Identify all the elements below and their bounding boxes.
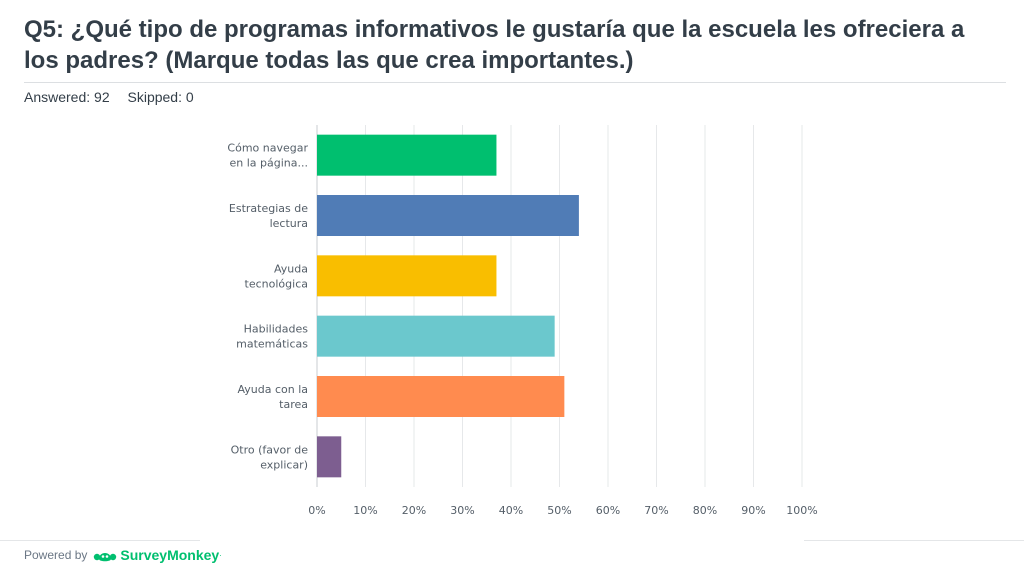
category-label: matemáticas (236, 338, 308, 351)
footer-divider-left (0, 540, 200, 541)
x-tick-label: 0% (308, 504, 325, 517)
chart-bars (317, 134, 579, 478)
chart-gridlines (316, 125, 803, 487)
surveymonkey-logo[interactable]: SurveyMonkey · (93, 547, 222, 563)
bar[interactable] (317, 315, 555, 357)
x-tick-label: 70% (644, 504, 668, 517)
category-label: explicar) (260, 458, 308, 471)
x-tick-label: 10% (353, 504, 377, 517)
category-label: Cómo navegar (227, 142, 308, 155)
x-tick-label: 50% (547, 504, 571, 517)
footer-divider-right (804, 540, 1024, 541)
x-tick-label: 90% (741, 504, 765, 517)
bar[interactable] (317, 436, 342, 478)
x-tick-label: 20% (402, 504, 426, 517)
question-title: Q5: ¿Qué tipo de programas informativos … (24, 16, 965, 74)
bar-chart: Cómo navegar en la página... Estrategias d… (227, 125, 818, 517)
x-tick-label: 30% (450, 504, 474, 517)
x-tick-label: 80% (693, 504, 717, 517)
answered-count: Answered: 92 (24, 89, 110, 105)
x-tick-labels: 0% 10% 20% 30% 40% 50% 60% 70% 80% 90% 100% (308, 504, 817, 517)
title-divider (24, 82, 1006, 83)
bar[interactable] (317, 376, 565, 417)
surveymonkey-icon (94, 553, 117, 562)
category-label: Estrategias de (229, 202, 308, 215)
category-label: Ayuda (274, 262, 308, 275)
bar[interactable] (317, 134, 497, 176)
category-label: Otro (favor de (231, 443, 309, 456)
x-tick-label: 100% (786, 504, 817, 517)
surveymonkey-wordmark: SurveyMonkey (120, 547, 220, 563)
category-label: Habilidades (244, 323, 309, 336)
category-label: tecnológica (245, 277, 308, 290)
category-label: Ayuda con la (237, 383, 308, 396)
skipped-count: Skipped: 0 (127, 89, 194, 105)
category-label: en la página... (230, 157, 309, 170)
category-label: tarea (279, 398, 308, 411)
response-stats: Answered: 92 Skipped: 0 (24, 89, 208, 105)
x-tick-label: 60% (596, 504, 620, 517)
bar[interactable] (317, 195, 579, 236)
x-tick-label: 40% (499, 504, 523, 517)
surveymonkey-trademark: · (219, 550, 222, 560)
category-labels: Cómo navegar en la página... Estrategias d… (227, 142, 308, 472)
category-label: lectura (270, 217, 308, 230)
footer: Powered by SurveyMonkey · (24, 547, 222, 563)
bar[interactable] (317, 255, 497, 297)
powered-by-text: Powered by (24, 548, 88, 562)
